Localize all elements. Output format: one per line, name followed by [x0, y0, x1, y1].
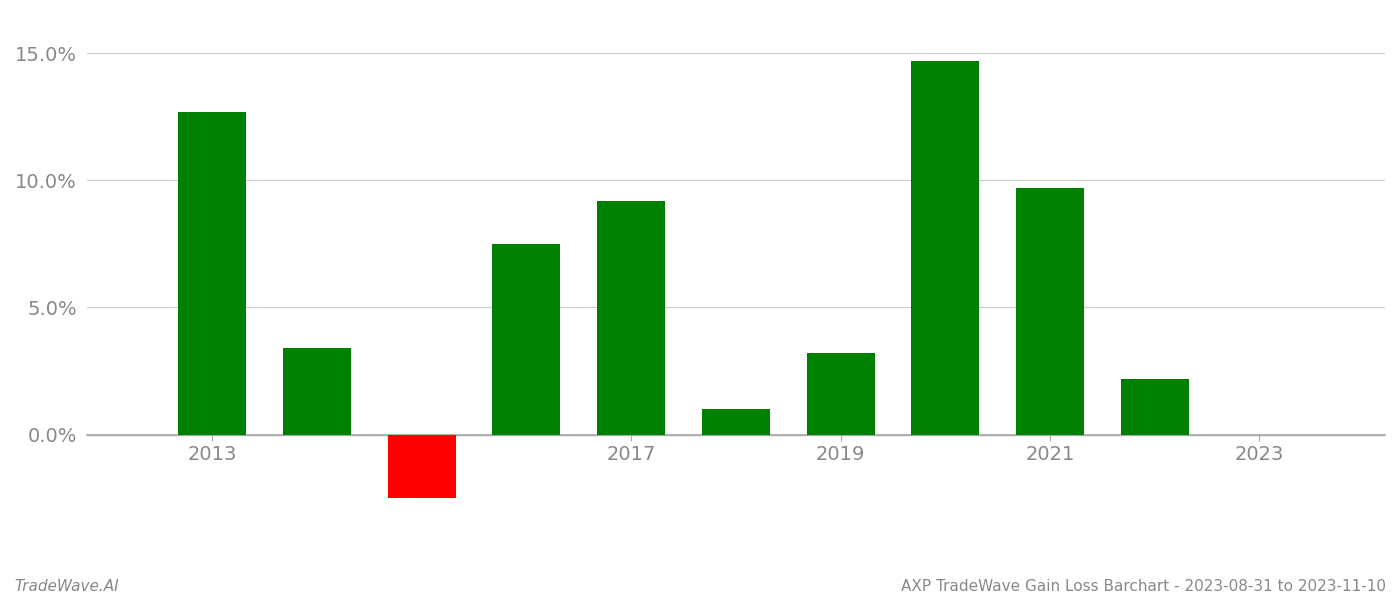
Bar: [283, 348, 351, 434]
Bar: [911, 61, 979, 434]
Bar: [1016, 188, 1084, 434]
Bar: [701, 409, 770, 434]
Bar: [388, 434, 456, 498]
Bar: [178, 112, 246, 434]
Text: TradeWave.AI: TradeWave.AI: [14, 579, 119, 594]
Bar: [598, 200, 665, 434]
Bar: [493, 244, 560, 434]
Bar: [806, 353, 875, 434]
Bar: [1120, 379, 1189, 434]
Text: AXP TradeWave Gain Loss Barchart - 2023-08-31 to 2023-11-10: AXP TradeWave Gain Loss Barchart - 2023-…: [902, 579, 1386, 594]
